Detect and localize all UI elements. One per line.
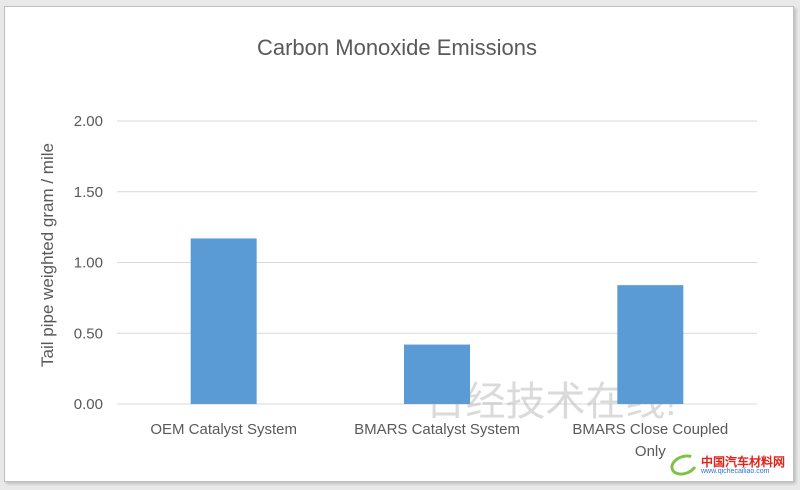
logo-sub-text: www.qichecailiao.com <box>700 467 770 475</box>
chart-title: Carbon Monoxide Emissions <box>257 35 537 60</box>
bar-chart: Carbon Monoxide Emissions Tail pipe weig… <box>38 35 757 460</box>
x-category-label: OEM Catalyst System <box>150 421 297 438</box>
chart-frame: Carbon Monoxide Emissions Tail pipe weig… <box>4 6 794 482</box>
y-axis-title: Tail pipe weighted gram / mile <box>38 143 57 367</box>
x-category-label: BMARS Close Coupled Only <box>572 421 728 460</box>
y-tick-label: 1.50 <box>74 184 103 201</box>
y-tick-label: 1.00 <box>74 255 103 272</box>
y-tick-label: 0.50 <box>74 325 103 342</box>
bars <box>190 238 684 404</box>
bar <box>404 344 470 404</box>
bar <box>617 285 684 404</box>
category-labels: OEM Catalyst System BMARS Catalyst System… <box>150 421 728 460</box>
site-logo: 中国汽车材料网 www.qichecailiao.com <box>667 450 785 480</box>
swoosh-icon <box>667 450 701 480</box>
bar <box>190 238 257 404</box>
logo-main-text: 中国汽车材料网 <box>700 454 785 469</box>
y-tick-label: 2.00 <box>74 113 103 130</box>
y-tick-labels: 0.00 0.50 1.00 1.50 2.00 <box>74 113 103 413</box>
y-tick-label: 0.00 <box>74 396 103 413</box>
x-category-label: BMARS Catalyst System <box>354 421 520 438</box>
